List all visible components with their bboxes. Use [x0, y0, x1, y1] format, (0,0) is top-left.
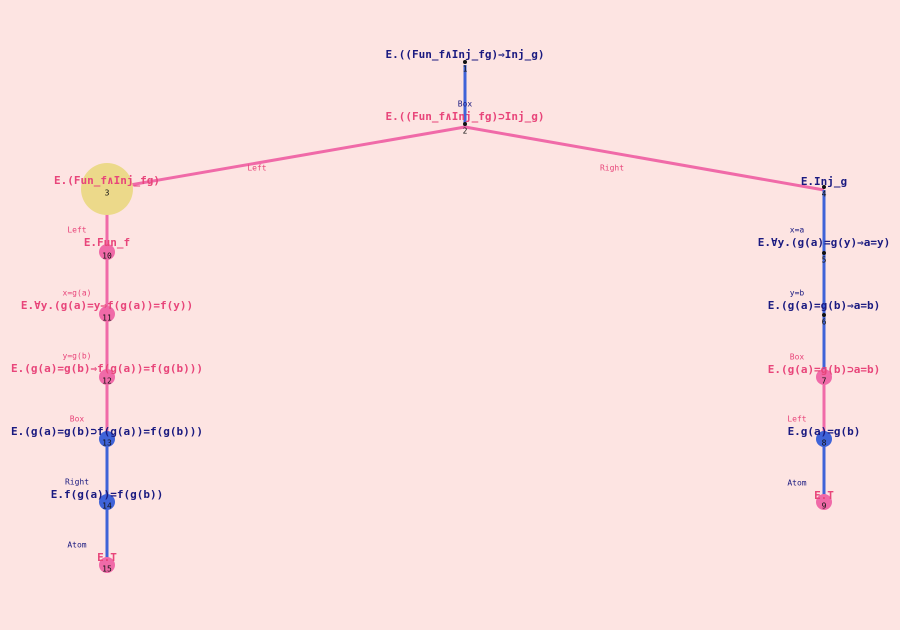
rule-label: x=a: [790, 226, 805, 235]
node-number: 7: [822, 377, 827, 386]
node-dot: [99, 557, 115, 573]
node-number: 15: [102, 565, 112, 574]
node-number: 6: [822, 318, 827, 327]
formula: E.T: [97, 551, 117, 564]
formula: E.∀y.(g(a)=y⇒f(g(a))=f(y)): [21, 299, 193, 312]
node-dot: [816, 494, 832, 510]
rule-label: Right: [65, 478, 89, 487]
node-highlight: [81, 163, 133, 215]
node-dot: [99, 244, 115, 260]
node-dot: [99, 306, 115, 322]
formula: E.(g(a)=g(b)⇒a=b): [768, 299, 881, 312]
rule-label: Atom: [787, 479, 806, 488]
node-number: 12: [102, 377, 112, 386]
node-number: 9: [822, 502, 827, 511]
formula: E.(g(a)=g(b)⊃a=b): [768, 363, 881, 376]
formula: E.g(a)=g(b): [788, 425, 861, 438]
edge: [106, 125, 466, 191]
node-number: 11: [102, 314, 112, 323]
rule-label: Box: [70, 415, 85, 424]
node-dot: [99, 369, 115, 385]
node-dot: [463, 122, 467, 126]
formula: E.T: [814, 489, 834, 502]
rule-label: Left: [67, 226, 86, 235]
node-number: 5: [822, 256, 827, 265]
formula: E.(g(a)=g(b)⇒f(g(a))=f(g(b))): [11, 362, 203, 375]
rule-label: y=g(b): [63, 352, 92, 361]
rule-label: x=g(a): [63, 289, 92, 298]
rule-label: y=b: [790, 289, 805, 298]
formula: E.(g(a)=g(b)⊃f(g(a))=f(g(b))): [11, 425, 203, 438]
node-dot: [822, 185, 826, 189]
node-dot: [463, 60, 467, 64]
node-number: 8: [822, 439, 827, 448]
node-dot: [99, 494, 115, 510]
rule-label: Box: [790, 353, 805, 362]
node-number: 2: [463, 127, 468, 136]
node-dot: [816, 369, 832, 385]
formula: E.(Fun_f∧Inj_fg): [54, 174, 160, 187]
rule-label: Atom: [67, 541, 86, 550]
node-number: 10: [102, 252, 112, 261]
node-dot: [822, 313, 826, 317]
edge-label: Right: [600, 164, 624, 173]
node-number: 14: [102, 502, 112, 511]
formula: E.Fun_f: [84, 236, 130, 249]
formula: E.∀y.(g(a)=g(y)⇒a=y): [758, 236, 890, 249]
edge: [464, 125, 825, 192]
node-dot: [822, 251, 826, 255]
rule-label: Left: [787, 415, 806, 424]
node-number: 13: [102, 439, 112, 448]
node-number: 4: [822, 190, 827, 199]
formula: E.((Fun_f∧Inj_fg)⊃Inj_g): [386, 110, 545, 123]
rule-label: Box: [458, 100, 473, 109]
formula: E.f(g(a))=f(g(b)): [51, 488, 164, 501]
node-number: 1: [463, 65, 468, 74]
node-dot: [99, 431, 115, 447]
formula: E.((Fun_f∧Inj_fg)⇒Inj_g): [386, 48, 545, 61]
node-dot: [816, 431, 832, 447]
node-number: 3: [105, 189, 110, 198]
formula: E.Inj_g: [801, 175, 847, 188]
edge-label: Left: [247, 164, 266, 173]
